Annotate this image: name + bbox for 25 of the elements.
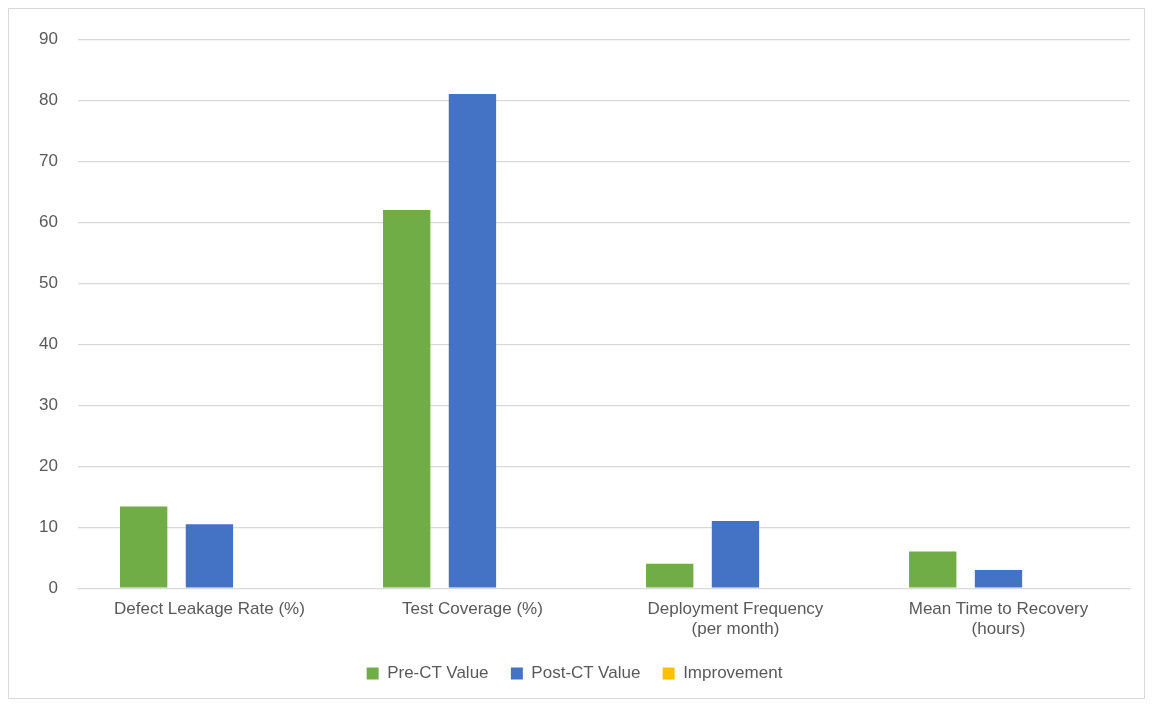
x-tick-label: Mean Time to Recovery (hours) <box>908 599 1089 639</box>
y-tick-label: 30 <box>38 394 58 414</box>
bar <box>448 94 497 588</box>
legend-label: Improvement <box>683 663 783 683</box>
y-tick-label: 0 <box>48 577 58 597</box>
bar <box>185 524 234 588</box>
x-tick-label: Defect Leakage Rate (%) <box>113 599 305 619</box>
y-tick-label: 90 <box>38 28 58 48</box>
x-tick-label: Deployment Frequency (per month) <box>647 599 824 639</box>
y-tick-label: 70 <box>38 150 58 170</box>
y-tick-label: 80 <box>38 89 58 109</box>
bar <box>711 521 760 588</box>
bar <box>119 506 168 588</box>
y-tick-label: 40 <box>38 333 58 353</box>
y-tick-label: 60 <box>38 211 58 231</box>
bar <box>383 210 431 588</box>
bar <box>646 563 694 588</box>
legend-label: Post-CT Value <box>531 663 641 683</box>
y-tick-label: 50 <box>38 272 58 292</box>
x-tick-label: Test Coverage (%) <box>402 599 543 619</box>
bar <box>909 551 957 588</box>
y-tick-label: 20 <box>38 455 58 475</box>
legend-label: Pre-CT Value <box>387 663 489 683</box>
bar <box>974 569 1023 588</box>
y-tick-label: 10 <box>38 516 58 536</box>
